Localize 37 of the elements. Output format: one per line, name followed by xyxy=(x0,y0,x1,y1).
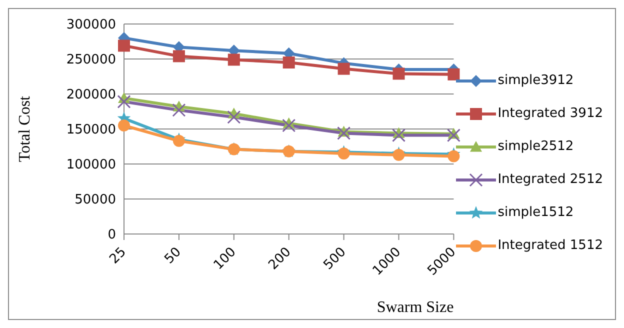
y-tick-label: 50000 xyxy=(74,192,116,208)
point xyxy=(392,128,406,142)
legend-label: Integrated 1512 xyxy=(498,238,603,253)
y-tick-label: 100000 xyxy=(66,158,116,173)
x-tick-label: 100 xyxy=(211,244,240,273)
x-tick-label: 25 xyxy=(107,244,130,268)
x-tick-label: 500 xyxy=(320,244,350,273)
legend-label: simple1512 xyxy=(498,205,574,220)
point xyxy=(448,150,460,162)
point xyxy=(172,103,186,117)
point xyxy=(448,68,460,80)
legend-label: simple2512 xyxy=(498,139,574,154)
legend-label: Integrated 3912 xyxy=(498,106,603,121)
legend-label: Integrated 2512 xyxy=(498,172,603,187)
y-axis-title: Total Cost xyxy=(16,95,34,162)
x-tick-label: 50 xyxy=(162,244,184,268)
point xyxy=(282,56,295,68)
y-tick-label: 150000 xyxy=(66,122,116,138)
point xyxy=(392,68,405,80)
y-tick-label: 300000 xyxy=(66,18,116,33)
point xyxy=(282,118,296,132)
y-tick-label: 200000 xyxy=(66,88,116,103)
legend-label: simple3912 xyxy=(498,73,574,88)
x-axis-title: Swarm Size xyxy=(376,299,454,316)
point xyxy=(172,50,185,62)
point xyxy=(338,148,350,160)
point xyxy=(227,110,241,124)
y-tick-label: 0 xyxy=(108,228,116,243)
x-tick-label: 200 xyxy=(266,244,294,273)
point xyxy=(228,54,240,66)
point xyxy=(117,94,131,108)
y-tick-label: 250000 xyxy=(66,52,116,68)
point xyxy=(118,120,130,132)
point xyxy=(118,40,130,52)
point xyxy=(446,128,460,142)
point xyxy=(337,126,351,140)
point xyxy=(338,62,350,75)
